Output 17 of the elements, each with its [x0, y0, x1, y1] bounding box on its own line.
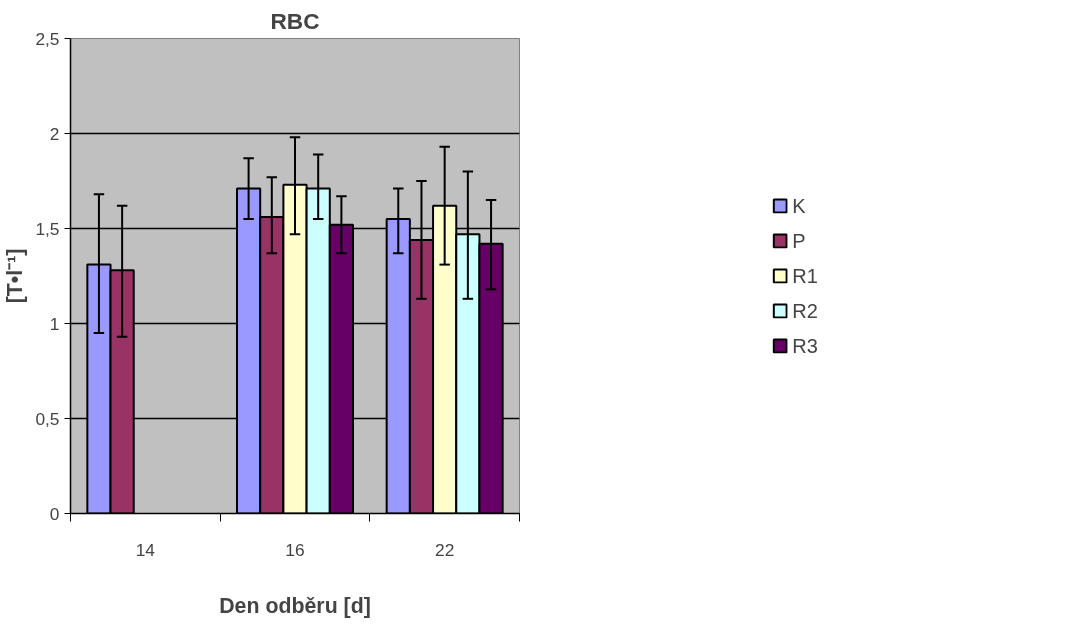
y-tick-label: 0: [49, 503, 60, 524]
y-tick-label: 1: [49, 313, 60, 334]
chart-title: RBC: [270, 7, 320, 34]
legend-label: R1: [792, 264, 818, 287]
x-tick-label: 14: [135, 539, 156, 560]
y-tick-label: 1,5: [35, 218, 60, 239]
y-tick-label: 2,5: [35, 28, 60, 49]
x-tick-label: 22: [435, 539, 455, 560]
y-tick-label: 2: [49, 123, 60, 144]
x-tick-label: 16: [285, 539, 305, 560]
y-axis-title: [T•l⁻¹]: [3, 248, 28, 304]
x-axis-title: Den odběru [d]: [219, 593, 371, 618]
legend-label: K: [792, 194, 807, 217]
legend-label: R3: [792, 334, 818, 357]
legend-label: P: [792, 229, 807, 252]
y-tick-label: 0,5: [35, 408, 60, 429]
legend-label: R2: [792, 299, 818, 322]
